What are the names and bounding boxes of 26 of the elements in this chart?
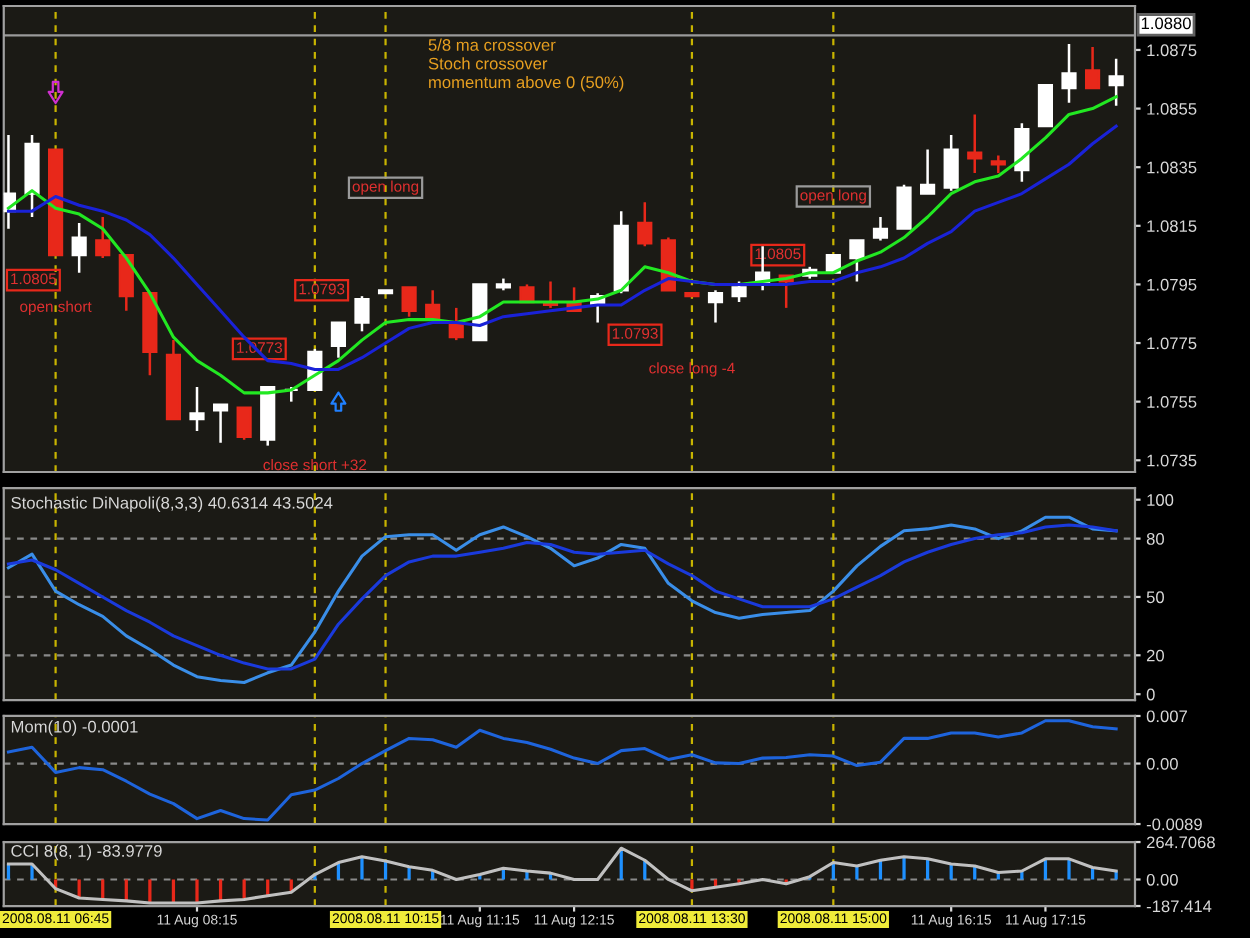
y-tick-label: 100	[1147, 494, 1174, 506]
chart-title: Stochastic DiNapoli(8,3,3) 40.6314 43.5024	[11, 496, 333, 513]
y-tick-label: -187.414	[1146, 900, 1212, 913]
y-tick-label: 0	[1146, 688, 1155, 701]
y-tick-label: 1.0815	[1147, 220, 1197, 233]
y-tick-label: -0.0089	[1146, 818, 1202, 831]
y-tick-label: 0.00	[1146, 873, 1178, 886]
annotation: momentum above 0 (50%)	[429, 75, 624, 92]
chart-title: CCI 8(8, 1) -83.9779	[11, 844, 162, 861]
y-tick-label: 1.0855	[1147, 102, 1197, 115]
y-tick-label: 1.0735	[1147, 454, 1197, 467]
y-tick-label: 264.7068	[1146, 836, 1215, 849]
annotation: Stoch crossover	[428, 57, 548, 70]
y-tick-label: 0.00	[1146, 757, 1178, 770]
y-tick-label: 0.007	[1146, 710, 1187, 723]
y-tick-label: 20	[1146, 649, 1164, 662]
y-tick-label: 1.0795	[1147, 278, 1197, 291]
y-tick-label: 50	[1146, 591, 1164, 604]
y-tick-label: 1.0875	[1147, 44, 1197, 57]
y-tick-label: 1.0835	[1147, 161, 1197, 174]
ref-line-label: 1.0880	[1141, 17, 1191, 30]
y-tick-label: 80	[1146, 533, 1164, 545]
y-tick-label: 1.0775	[1147, 337, 1197, 350]
y-tick-label: 1.0755	[1147, 396, 1197, 408]
annotation: 5/8 ma crossover	[428, 38, 556, 51]
chart-title: Mom(10) -0.0001	[11, 720, 138, 736]
